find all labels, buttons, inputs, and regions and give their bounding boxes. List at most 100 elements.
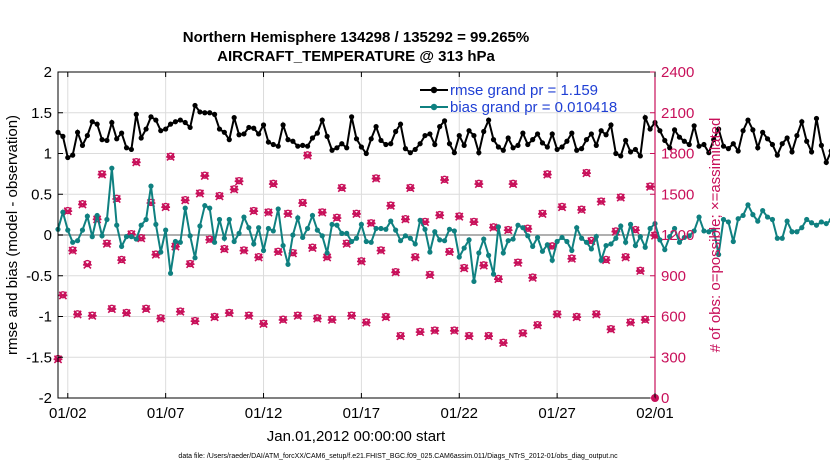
bias-point — [520, 225, 526, 231]
bias-point — [618, 223, 624, 229]
rmse-point — [711, 137, 717, 143]
rmse-point — [588, 131, 594, 137]
rmse-point — [446, 141, 453, 147]
bias-point — [569, 247, 575, 254]
obs-assimilated-marker — [616, 193, 626, 202]
obs-assimilated-marker — [582, 169, 591, 178]
rmse-point — [388, 141, 394, 147]
obs-assimilated-marker — [73, 310, 82, 319]
obs-assimilated-marker — [435, 211, 445, 220]
rmse-point — [334, 145, 340, 151]
bias-point — [256, 225, 262, 231]
bias-point — [564, 238, 570, 245]
rmse-point — [481, 128, 487, 135]
bias-point — [138, 222, 144, 228]
bias-point — [554, 238, 560, 245]
y-tick-label-left: -1.5 — [26, 349, 52, 366]
bias-point — [334, 222, 340, 228]
rmse-point — [94, 121, 100, 127]
bias-point — [696, 214, 702, 220]
bias-point — [265, 225, 272, 232]
obs-assimilated-marker — [322, 253, 332, 262]
bias-point — [177, 239, 183, 245]
bias-point — [539, 248, 546, 254]
bias-point — [143, 216, 149, 223]
rmse-point — [794, 132, 800, 139]
bias-point — [300, 234, 306, 241]
bias-point — [745, 202, 751, 208]
rmse-point — [202, 110, 208, 116]
x-tick-label: 01/27 — [538, 405, 576, 422]
y-tick-label-left: -0.5 — [26, 268, 52, 285]
bias-point — [681, 234, 687, 241]
bias-point — [725, 219, 732, 225]
rmse-point — [486, 117, 492, 123]
rmse-point — [290, 138, 296, 144]
rmse-point — [270, 141, 276, 148]
obs-assimilated-marker — [264, 208, 273, 217]
obs-assimilated-marker — [386, 201, 396, 210]
rmse-point — [764, 136, 771, 142]
chart-title-line2: AIRCRAFT_TEMPERATURE @ 313 hPa — [217, 48, 495, 65]
y-tick-label-right: 2100 — [661, 105, 694, 122]
bias-point — [769, 216, 776, 223]
bias-point — [182, 205, 188, 211]
bias-point — [505, 238, 511, 244]
rmse-point — [495, 144, 502, 150]
obs-assimilated-marker — [396, 332, 405, 341]
bias-point — [437, 237, 443, 243]
y-tick-label-left: 0 — [44, 227, 52, 244]
rmse-point — [148, 114, 154, 120]
y-tick-label-right: 1500 — [661, 186, 694, 203]
bias-point — [251, 241, 257, 247]
obs-assimilated-marker — [224, 308, 234, 318]
bias-point — [412, 241, 418, 247]
rmse-point — [755, 145, 761, 151]
bias-point — [593, 234, 599, 240]
rmse-point — [525, 141, 531, 148]
rmse-point — [818, 142, 824, 148]
rmse-point — [735, 148, 741, 154]
rmse-point — [99, 137, 105, 143]
rmse-point — [686, 141, 692, 148]
rmse-point — [241, 131, 247, 137]
obs-assimilated-marker — [508, 179, 518, 189]
obs-assimilated-marker — [391, 268, 401, 277]
obs-assimilated-marker — [298, 198, 308, 208]
x-tick-label: 02/01 — [636, 405, 674, 422]
obs-assimilated-marker — [58, 291, 68, 300]
y-tick-label-right: 900 — [661, 268, 686, 285]
rmse-point — [456, 132, 462, 139]
obs-assimilated-marker — [425, 270, 435, 280]
bias-point — [172, 238, 179, 245]
rmse-point — [574, 147, 580, 153]
obs-assimilated-marker — [479, 261, 489, 270]
bias-point — [691, 228, 697, 234]
obs-assimilated-marker — [278, 315, 288, 325]
obs-assimilated-marker — [356, 257, 366, 266]
bias-point — [339, 230, 345, 236]
rmse-point — [358, 144, 364, 150]
axes-layer: 01/02 01/07 01/12 01/17 01/22 01/27 02/01 -2 -1.… — [26, 64, 694, 422]
obs-assimilated-marker — [327, 315, 337, 325]
bias-point — [730, 238, 736, 245]
bias-point — [114, 222, 120, 228]
obs-assimilated-marker — [361, 318, 371, 327]
bias-point — [740, 212, 746, 219]
rmse-point — [593, 142, 599, 148]
bias-point — [216, 216, 223, 223]
rmse-point — [608, 122, 614, 128]
rmse-point — [412, 146, 418, 153]
bias-point — [309, 212, 316, 219]
bias-point — [525, 233, 531, 239]
bias-point — [608, 241, 614, 247]
bias-point — [476, 250, 482, 256]
rmse-point — [275, 143, 281, 149]
bias-point — [588, 246, 594, 252]
obs-assimilated-marker — [464, 332, 474, 341]
rmse-point — [153, 117, 159, 123]
rmse-point — [231, 115, 237, 121]
rmse-point — [789, 149, 795, 155]
